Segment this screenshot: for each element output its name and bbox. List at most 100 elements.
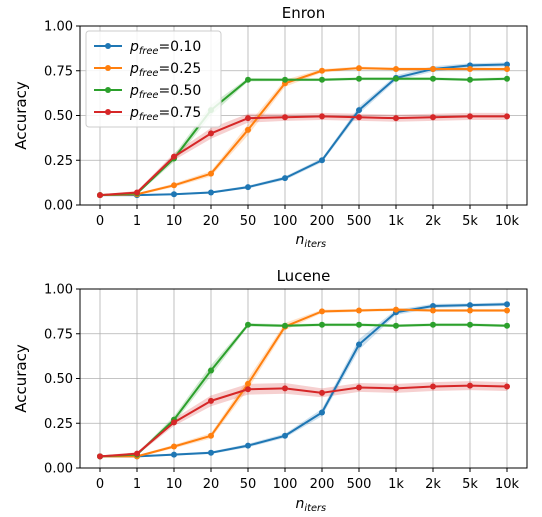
- legend-entry-main: p: [129, 105, 139, 121]
- data-point: [208, 397, 214, 404]
- x-axis-label-main: n: [296, 232, 305, 248]
- x-tick-label: 5k: [462, 477, 478, 492]
- data-point: [319, 409, 325, 416]
- data-point: [504, 301, 510, 308]
- data-point: [430, 307, 436, 314]
- data-point: [319, 113, 325, 120]
- legend-entry-value: =0.50: [158, 83, 201, 99]
- x-tick-label: 0: [96, 477, 104, 492]
- data-point: [356, 307, 362, 314]
- data-point: [356, 341, 362, 348]
- legend-swatch-marker: [105, 43, 111, 49]
- x-tick-label: 200: [310, 477, 335, 492]
- x-axis-label: niters: [296, 232, 327, 250]
- y-tick-label: 0.75: [44, 64, 73, 79]
- series-line-0: [100, 303, 508, 458]
- data-point: [282, 432, 288, 439]
- data-point: [467, 307, 473, 314]
- data-point: [245, 386, 251, 393]
- data-point: [171, 191, 177, 198]
- data-point: [208, 432, 214, 439]
- x-tick-label: 1: [133, 477, 141, 492]
- y-tick-label: 0.75: [44, 327, 73, 342]
- series-line-1: [99, 67, 507, 197]
- data-point: [245, 126, 251, 133]
- legend-entry-main: p: [129, 39, 139, 55]
- legend-entry-sub: free: [139, 46, 159, 57]
- y-tick-label: 1.00: [44, 20, 73, 35]
- series-band-3: [100, 381, 507, 458]
- x-tick-label: 50: [240, 477, 257, 492]
- legend-entry-main: p: [129, 61, 139, 77]
- y-tick-label: 0.25: [44, 154, 73, 169]
- data-point: [282, 322, 288, 329]
- x-tick-label: 10: [166, 214, 183, 229]
- series-band-0: [100, 302, 507, 458]
- series-line-3: [99, 115, 507, 197]
- legend-swatch-marker: [105, 65, 111, 71]
- data-point: [504, 322, 510, 329]
- x-tick-label: 2k: [425, 214, 441, 229]
- x-tick-label: 1: [133, 214, 141, 229]
- data-point: [208, 449, 214, 456]
- data-point: [467, 113, 473, 120]
- data-point: [245, 442, 251, 449]
- data-point: [245, 184, 251, 191]
- legend-entry-sub: free: [139, 68, 159, 79]
- x-tick-label: 100: [273, 214, 298, 229]
- x-axis-label: niters: [296, 496, 327, 514]
- x-axis-label-sub: iters: [304, 503, 326, 514]
- data-point: [356, 114, 362, 121]
- data-point: [319, 389, 325, 396]
- data-point: [134, 450, 140, 457]
- legend-entry: pfree=0.25: [129, 61, 201, 79]
- data-point: [393, 322, 399, 329]
- x-tick-label: 2k: [425, 477, 441, 492]
- x-tick-label: 50: [240, 214, 257, 229]
- data-point: [282, 76, 288, 83]
- y-axis-label: Accuracy: [12, 344, 30, 413]
- data-point: [208, 170, 214, 177]
- data-point: [467, 65, 473, 72]
- data-point: [393, 385, 399, 392]
- x-tick-label: 10k: [495, 214, 520, 229]
- data-point: [319, 67, 325, 74]
- legend-frame: [85, 30, 222, 128]
- data-point: [467, 76, 473, 83]
- data-point: [430, 75, 436, 82]
- legend-entry-value: =0.25: [158, 61, 201, 77]
- data-point: [245, 321, 251, 328]
- data-point: [319, 321, 325, 328]
- data-point: [504, 61, 510, 68]
- data-point: [319, 76, 325, 83]
- chart-title: Enron: [282, 4, 326, 22]
- enron-panel: 0 1 10 20 50 100 200 500 1k 2k 5k 10k 0.00 0.25 0.50 0.…: [12, 4, 528, 250]
- x-tick-label: 0: [96, 214, 104, 229]
- data-point: [282, 114, 288, 121]
- data-point: [504, 65, 510, 72]
- x-axis-label-sub: iters: [304, 239, 326, 250]
- legend-entry-value: =0.75: [158, 105, 201, 121]
- data-point: [393, 65, 399, 72]
- series-line-3: [99, 384, 508, 458]
- data-point: [245, 115, 251, 122]
- data-point: [467, 302, 473, 309]
- data-point: [356, 65, 362, 72]
- x-tick-label: 10: [166, 477, 183, 492]
- data-point: [504, 113, 510, 120]
- y-tick-label: 0.50: [44, 109, 73, 124]
- y-tick-label: 0.25: [44, 417, 73, 432]
- data-point: [319, 308, 325, 315]
- y-tick-label: 0.00: [44, 199, 73, 214]
- series-line-2: [99, 323, 508, 458]
- x-tick-label: 200: [310, 214, 335, 229]
- data-point: [430, 65, 436, 72]
- x-axis-label-main: n: [296, 496, 305, 512]
- data-point: [171, 419, 177, 426]
- data-point: [430, 321, 436, 328]
- data-point: [282, 175, 288, 182]
- data-point: [97, 192, 103, 199]
- legend-entry-value: =0.10: [158, 39, 201, 55]
- legend-entry: pfree=0.10: [129, 39, 201, 57]
- y-tick-label: 1.00: [44, 283, 73, 298]
